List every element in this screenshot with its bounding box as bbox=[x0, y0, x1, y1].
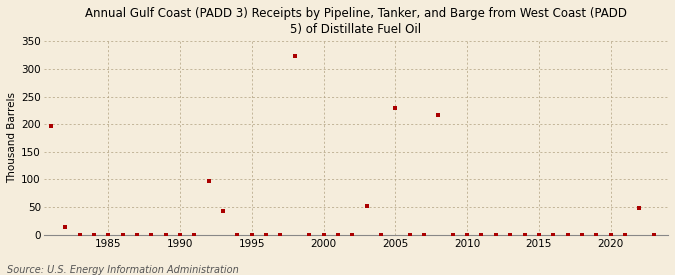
Point bbox=[318, 232, 329, 237]
Point bbox=[146, 232, 157, 237]
Point bbox=[74, 232, 85, 237]
Point bbox=[648, 232, 659, 237]
Point bbox=[505, 232, 516, 237]
Point bbox=[189, 232, 200, 237]
Point bbox=[175, 232, 186, 237]
Point bbox=[605, 232, 616, 237]
Point bbox=[217, 209, 228, 214]
Point bbox=[333, 232, 344, 237]
Point bbox=[160, 232, 171, 237]
Point bbox=[548, 232, 559, 237]
Point bbox=[533, 232, 544, 237]
Point bbox=[290, 54, 300, 58]
Point bbox=[347, 232, 358, 237]
Point bbox=[232, 232, 243, 237]
Point bbox=[448, 232, 458, 237]
Y-axis label: Thousand Barrels: Thousand Barrels bbox=[7, 92, 17, 183]
Point bbox=[203, 179, 214, 183]
Point bbox=[390, 106, 401, 110]
Point bbox=[45, 124, 56, 128]
Point bbox=[562, 232, 573, 237]
Point bbox=[519, 232, 530, 237]
Point bbox=[60, 225, 71, 229]
Point bbox=[375, 232, 386, 237]
Point bbox=[634, 205, 645, 210]
Point bbox=[275, 232, 286, 237]
Point bbox=[261, 232, 271, 237]
Point bbox=[591, 232, 601, 237]
Point bbox=[103, 232, 113, 237]
Point bbox=[404, 232, 415, 237]
Point bbox=[304, 232, 315, 237]
Text: Source: U.S. Energy Information Administration: Source: U.S. Energy Information Administ… bbox=[7, 265, 238, 275]
Point bbox=[246, 232, 257, 237]
Point bbox=[462, 232, 472, 237]
Point bbox=[418, 232, 429, 237]
Point bbox=[117, 232, 128, 237]
Point bbox=[132, 232, 142, 237]
Point bbox=[620, 232, 630, 237]
Point bbox=[476, 232, 487, 237]
Point bbox=[491, 232, 502, 237]
Point bbox=[576, 232, 587, 237]
Point bbox=[88, 232, 99, 237]
Point bbox=[433, 112, 443, 117]
Point bbox=[361, 204, 372, 209]
Title: Annual Gulf Coast (PADD 3) Receipts by Pipeline, Tanker, and Barge from West Coa: Annual Gulf Coast (PADD 3) Receipts by P… bbox=[85, 7, 627, 36]
